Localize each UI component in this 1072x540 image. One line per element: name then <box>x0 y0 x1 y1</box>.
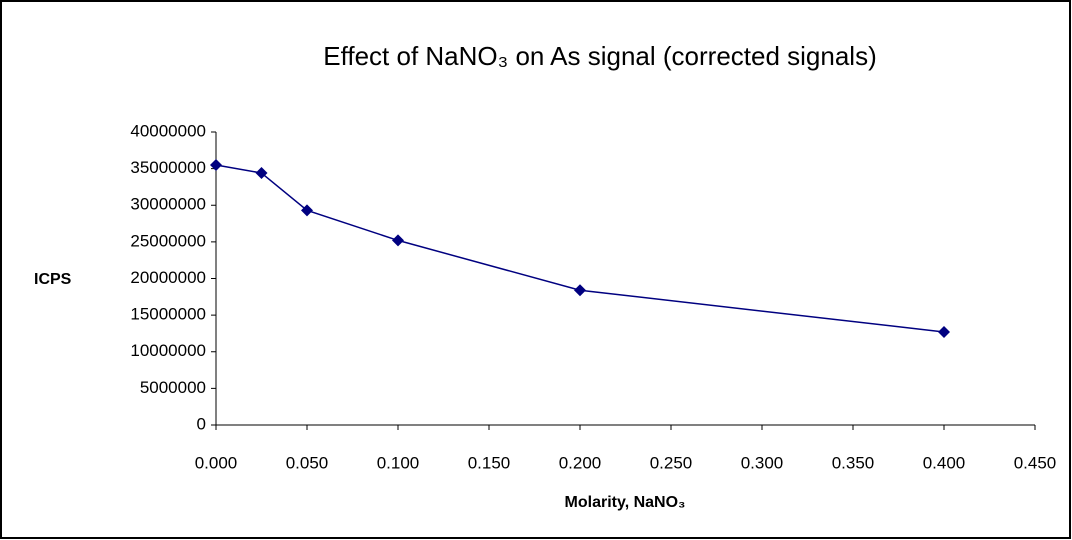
y-tick-label: 10000000 <box>130 341 206 360</box>
marker <box>392 234 404 247</box>
x-tick-label: 0.250 <box>650 453 693 472</box>
x-tick-label: 0.300 <box>741 453 784 472</box>
marker <box>301 204 313 217</box>
y-tick-label: 40000000 <box>130 121 206 140</box>
y-tick-label: 20000000 <box>130 268 206 287</box>
y-tick-label: 0 <box>197 414 206 433</box>
marker <box>255 167 268 180</box>
y-axis-title: ICPS <box>34 271 72 288</box>
y-tick-label: 35000000 <box>130 158 206 177</box>
y-tick-label: 5000000 <box>140 378 206 397</box>
y-tick-label: 30000000 <box>130 195 206 214</box>
y-tick-label: 15000000 <box>130 305 206 324</box>
x-tick-label: 0.400 <box>923 453 966 472</box>
y-tick-label: 25000000 <box>130 231 206 250</box>
x-tick-label: 0.200 <box>559 453 602 472</box>
x-tick-label: 0.150 <box>468 453 511 472</box>
x-axis-title: Molarity, NaNO₃ <box>565 494 686 511</box>
x-tick-label: 0.450 <box>1014 453 1057 472</box>
x-tick-label: 0.100 <box>377 453 420 472</box>
marker <box>210 158 222 171</box>
marker <box>574 284 586 297</box>
x-tick-label: 0.000 <box>195 453 238 472</box>
x-tick-label: 0.050 <box>286 453 329 472</box>
x-tick-label: 0.350 <box>832 453 875 472</box>
series-line <box>215 164 945 333</box>
marker <box>938 325 950 338</box>
chart-title: Effect of NaNO₃ on As signal (corrected … <box>323 41 876 71</box>
